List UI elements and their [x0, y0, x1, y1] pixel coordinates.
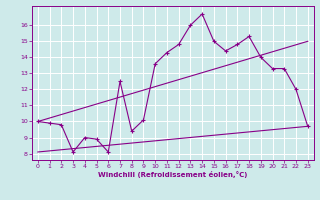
X-axis label: Windchill (Refroidissement éolien,°C): Windchill (Refroidissement éolien,°C)	[98, 171, 247, 178]
